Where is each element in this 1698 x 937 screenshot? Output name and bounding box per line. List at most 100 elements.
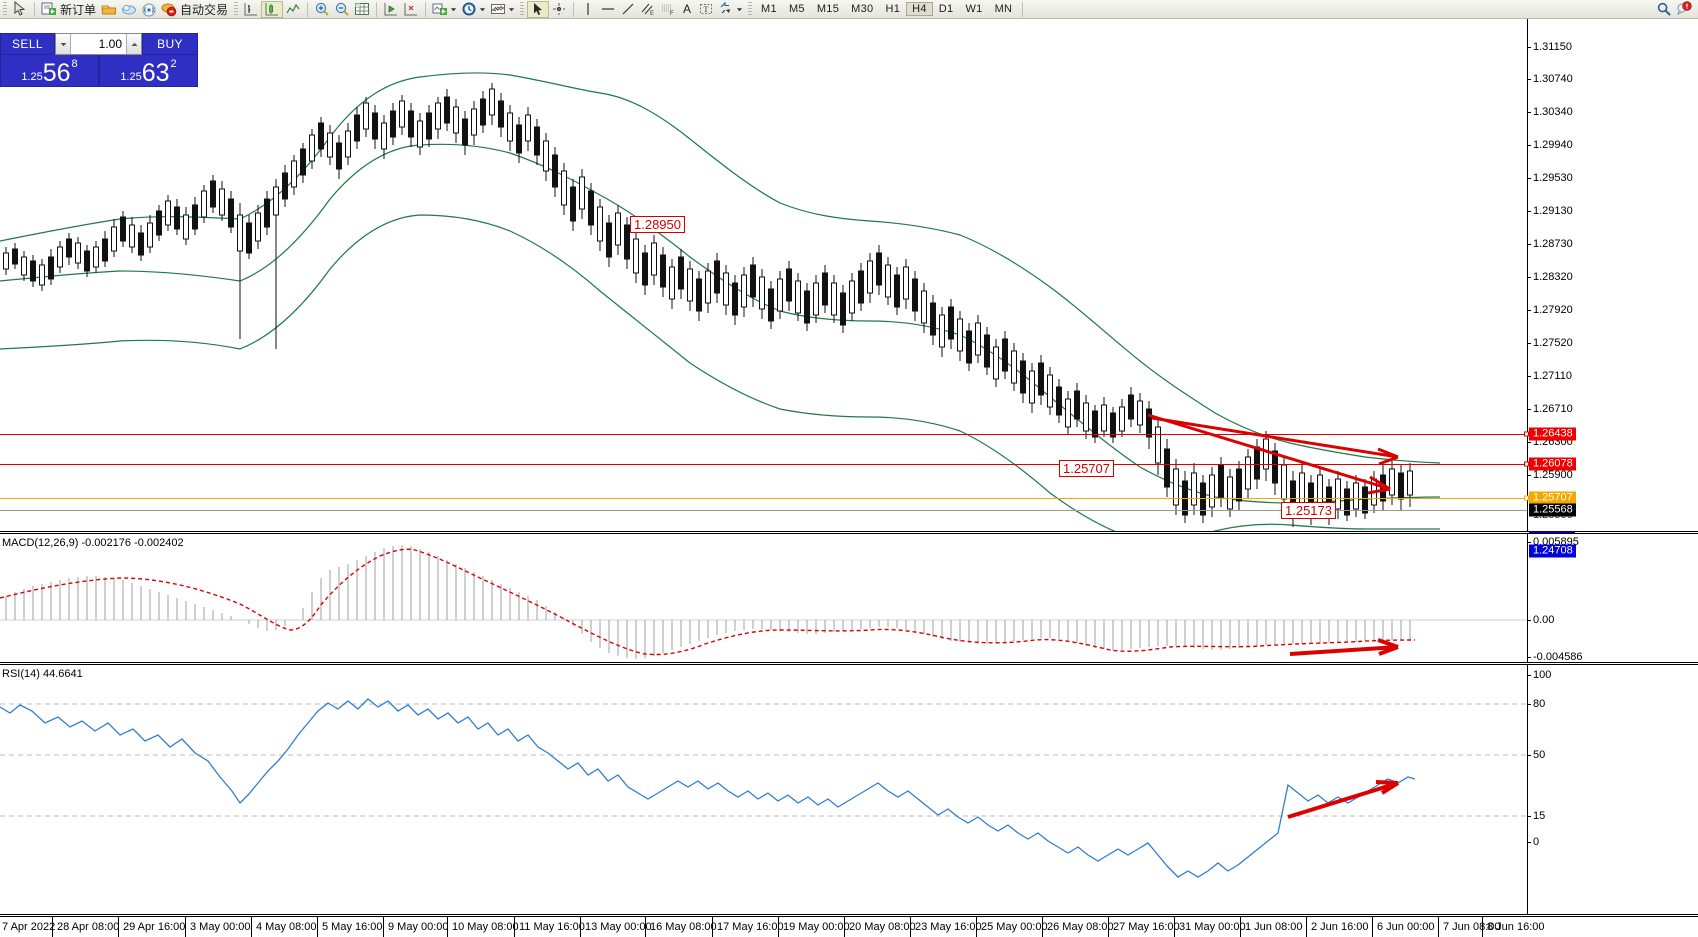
chevron-down-icon-2[interactable] (479, 6, 486, 13)
macd-scale[interactable]: 0.005895 0.00 -0.004586 (1527, 534, 1698, 663)
level-handle-2[interactable] (1524, 461, 1529, 467)
price-tag-pivot[interactable]: 1.25707 (1529, 491, 1576, 505)
toolbar-grip-4[interactable] (748, 1, 753, 17)
timeframe-h1[interactable]: H1 (885, 3, 901, 15)
crosshair-tool-button[interactable] (549, 1, 569, 18)
add-indicator-button[interactable] (430, 1, 459, 18)
toolbar-grip-2[interactable] (234, 1, 239, 17)
zoom-out-button[interactable] (332, 1, 352, 18)
rsi-scale[interactable]: 100 80 50 15 0 (1527, 665, 1698, 914)
vertical-line-tool-button[interactable] (578, 1, 598, 18)
level-handle-3[interactable] (1524, 495, 1529, 501)
sell-price-display[interactable]: 1.25 56 8 (0, 55, 99, 87)
data-window-button[interactable] (99, 1, 119, 18)
chart-shift-button[interactable] (381, 1, 401, 18)
level-handle[interactable] (1524, 431, 1529, 437)
candlestick-icon (265, 3, 279, 16)
timeframe-m5[interactable]: M5 (788, 3, 805, 15)
price-tick: 1.25900 (1533, 469, 1573, 481)
macd-pane[interactable]: MACD(12,26,9) -0.002176 -0.002402 (0, 533, 1698, 663)
price-scale[interactable]: 1.31150 1.30740 1.30340 1.29940 1.29530 … (1524, 19, 1698, 545)
rsi-plot-area[interactable] (0, 665, 1527, 914)
candlestick-chart-button[interactable] (261, 0, 284, 18)
price-tick: 1.29130 (1533, 205, 1573, 217)
timeframe-m15[interactable]: M15 (816, 3, 840, 15)
bar-chart-button[interactable] (241, 1, 261, 18)
equidistant-channel-tool-button[interactable]: E (638, 1, 658, 18)
sell-button[interactable]: SELL (0, 33, 55, 55)
auto-scroll-button[interactable] (401, 1, 421, 18)
rsi-pane[interactable]: RSI(14) 44.6641 100 80 50 15 0 (0, 664, 1698, 915)
buy-button[interactable]: BUY (142, 33, 198, 55)
label-tool-button[interactable]: T (696, 1, 716, 18)
one-click-prices-row: 1.25 56 8 1.25 63 2 (0, 55, 198, 87)
one-click-trading-panel[interactable]: SELL 1.00 BUY 1.25 56 8 (0, 33, 198, 87)
timeframe-mn[interactable]: MN (994, 3, 1013, 15)
volume-value[interactable]: 1.00 (98, 37, 122, 51)
resistance-line-1[interactable] (0, 434, 1527, 435)
cursor-tool-button[interactable] (10, 1, 30, 18)
fibonacci-tool-button[interactable]: F (658, 1, 678, 18)
line-chart-button[interactable] (283, 1, 303, 18)
resistance-line-2[interactable] (0, 464, 1527, 465)
annotation-resistance-high[interactable]: 1.28950 (630, 216, 685, 233)
pointer-tool-button[interactable] (527, 0, 550, 18)
new-order-button[interactable]: 新订单 (39, 1, 99, 18)
text-tool-button[interactable]: A (678, 1, 696, 18)
toolbar-grip[interactable] (3, 1, 7, 17)
toolbar-divider (34, 1, 35, 17)
volume-increase-button[interactable] (126, 34, 141, 54)
timeframe-h4[interactable]: H4 (906, 2, 933, 16)
price-chart-pane[interactable]: 1.28950 1.25707 1.25173 1.31150 1.30740 … (0, 19, 1698, 571)
volume-decrease-button[interactable] (56, 34, 71, 54)
chevron-down-icon-3[interactable] (508, 6, 515, 13)
arrows-tool-button[interactable] (716, 1, 745, 18)
time-label: 17 May 16:00 (717, 921, 784, 933)
search-button[interactable] (1654, 1, 1674, 18)
macd-plot-area[interactable] (0, 534, 1527, 662)
pointer-icon (534, 3, 543, 15)
time-axis[interactable]: 7 Apr 2022 28 Apr 08:00 29 Apr 16:00 3 M… (0, 916, 1698, 937)
price-tick: 1.26710 (1533, 403, 1573, 415)
bollinger-upper-band (0, 72, 1441, 464)
crosshair-icon (553, 3, 566, 15)
timeframe-d1[interactable]: D1 (938, 3, 954, 15)
trendline-tool-button[interactable] (618, 1, 638, 18)
arrow-cursor-icon (14, 1, 26, 16)
time-label: 10 May 08:00 (452, 921, 519, 933)
period-button[interactable] (459, 1, 488, 18)
zoom-in-icon (315, 2, 329, 16)
new-order-label: 新订单 (60, 2, 97, 17)
buy-price-display[interactable]: 1.25 63 2 (99, 55, 198, 87)
annotation-support[interactable]: 1.25173 (1281, 502, 1336, 519)
chevron-down-icon[interactable] (450, 6, 457, 13)
auto-trading-button[interactable]: 自动交易 (159, 1, 231, 18)
zoom-in-button[interactable] (312, 1, 332, 18)
timeframe-w1[interactable]: W1 (965, 3, 983, 15)
pivot-line-orange[interactable] (0, 498, 1527, 499)
volume-stepper[interactable]: 1.00 (55, 33, 142, 55)
price-tag-support-2[interactable]: 1.24708 (1529, 544, 1576, 558)
price-plot-area[interactable]: 1.28950 1.25707 1.25173 (0, 19, 1527, 531)
macd-svg (0, 545, 1527, 659)
alerts-button[interactable] (1674, 1, 1694, 18)
buy-price-big: 63 (141, 59, 170, 87)
time-label: 7 Jun 08:00 (1443, 921, 1501, 933)
chevron-down-icon-4[interactable] (736, 6, 743, 13)
grid-button[interactable] (352, 1, 372, 18)
timeframe-m1[interactable]: M1 (761, 3, 777, 15)
price-tag-resistance-1[interactable]: 1.26438 (1529, 427, 1576, 441)
signals-button[interactable] (139, 1, 159, 18)
time-label: 4 May 08:00 (256, 921, 317, 933)
timeframe-m30[interactable]: M30 (851, 3, 874, 15)
price-tag-resistance-2[interactable]: 1.26078 (1529, 457, 1576, 471)
zoom-out-icon (335, 2, 349, 16)
market-watch-button[interactable] (119, 1, 139, 18)
macd-trend-arrow (1289, 638, 1399, 656)
chevron-down-icon-volume (60, 42, 66, 46)
annotation-pivot[interactable]: 1.25707 (1059, 460, 1114, 477)
toolbar-grip-3[interactable] (520, 1, 525, 17)
search-icon (1657, 2, 1671, 16)
templates-button[interactable] (488, 1, 517, 18)
horizontal-line-tool-button[interactable] (598, 1, 618, 18)
